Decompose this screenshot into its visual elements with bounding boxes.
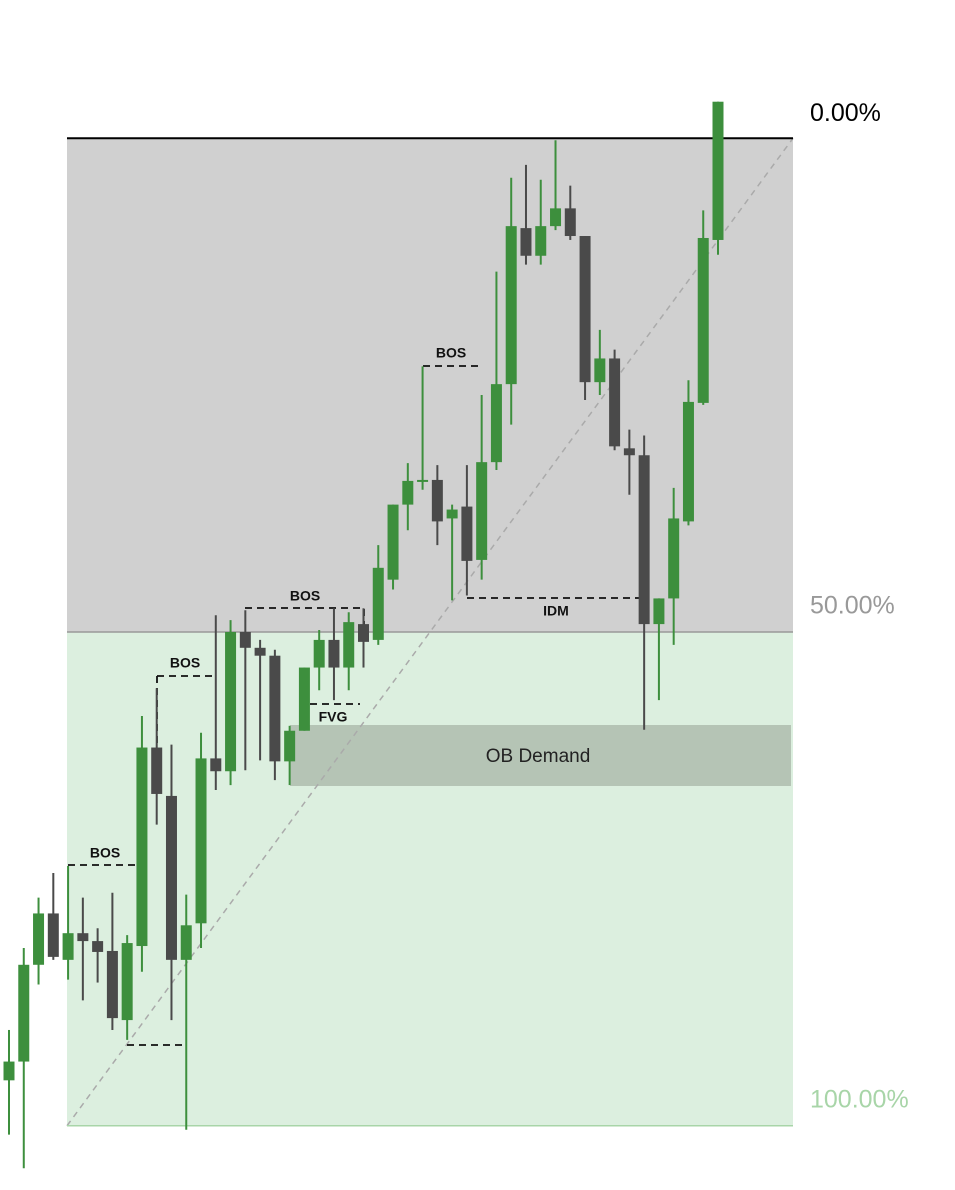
candle-body [343,622,355,668]
fib-label: 0.00% [810,99,881,127]
candle-body [417,479,429,482]
candle-body [653,598,665,625]
candle-body [712,101,724,240]
candle-body [564,208,576,237]
candle-body [195,758,207,924]
candle-body [77,933,89,942]
candle-body [92,941,104,952]
candle-body [609,358,621,447]
annotation: BOS [290,588,320,604]
candle-body [269,655,281,762]
candle-body [62,933,74,960]
candle-body [623,448,635,456]
candle-body [313,639,325,668]
candle-body [18,964,30,1062]
candle-body [476,462,488,560]
candle-body [431,479,443,522]
candle-body [47,913,59,957]
candle-body [328,639,340,668]
candle-body [505,226,517,385]
candle-body [579,236,591,383]
candle-body [33,913,45,965]
candle-body [284,730,296,762]
ob-demand-zone [290,725,791,786]
candle-body [298,667,310,731]
fib-label: 100.00% [810,1085,909,1113]
annotation-line [245,607,365,625]
candle-body [697,237,709,403]
candle-body [239,632,251,648]
candle-body [136,747,148,947]
annotation: IDM [543,603,569,619]
fib-label: 50.00% [810,592,895,620]
candle-body [121,943,133,1021]
candle-body [638,455,650,625]
candle-body [550,208,562,227]
annotation: BOS [90,845,120,861]
premium-zone [67,138,793,632]
candle-body [254,647,266,656]
discount-zone [67,632,793,1126]
candle-body [668,518,680,599]
candle-body [594,358,606,383]
candle-body [225,632,237,772]
candle-body [490,384,502,463]
candle-body [3,1061,15,1081]
candle-body [210,758,222,772]
annotation: BOS [170,655,200,671]
candle-body [151,747,163,794]
candle-body [165,795,177,960]
candle-body [387,504,399,580]
candle-body [461,506,473,561]
candle-body [535,226,547,256]
candle-body [358,624,369,642]
candle-body [402,480,414,505]
candle-body [180,925,192,960]
annotation: OB Demand [486,746,591,767]
candle-body [682,401,694,522]
candle-body [520,228,532,256]
annotation: FVG [319,709,348,725]
candle-body [372,567,384,640]
candle-body [106,950,118,1019]
candle-body [446,509,458,519]
annotation: BOS [436,345,466,361]
